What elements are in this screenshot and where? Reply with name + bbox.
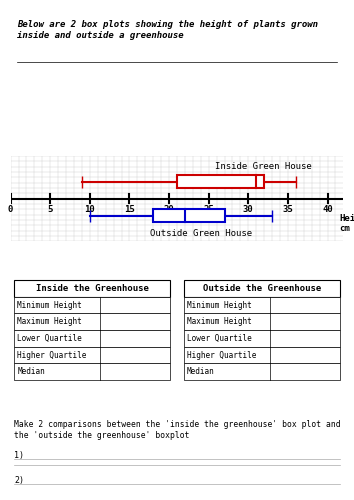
FancyBboxPatch shape xyxy=(14,296,170,314)
Text: Minimum Height: Minimum Height xyxy=(17,300,82,310)
FancyBboxPatch shape xyxy=(184,296,340,314)
FancyBboxPatch shape xyxy=(184,280,340,296)
Text: Higher Quartile: Higher Quartile xyxy=(187,350,256,360)
FancyBboxPatch shape xyxy=(184,347,340,364)
FancyBboxPatch shape xyxy=(14,330,170,347)
FancyBboxPatch shape xyxy=(14,347,170,364)
FancyBboxPatch shape xyxy=(184,364,340,380)
FancyBboxPatch shape xyxy=(14,314,170,330)
Text: Lower Quartile: Lower Quartile xyxy=(187,334,252,343)
Text: Make 2 comparisons between the 'inside the greenhouse' box plot and the 'outside: Make 2 comparisons between the 'inside t… xyxy=(14,420,341,440)
Text: Median: Median xyxy=(17,368,45,376)
Text: 20: 20 xyxy=(164,205,175,214)
Text: Maximum Height: Maximum Height xyxy=(17,317,82,326)
Text: Higher Quartile: Higher Quartile xyxy=(17,350,87,360)
Text: Inside Green House: Inside Green House xyxy=(215,162,312,171)
Text: Inside the Greenhouse: Inside the Greenhouse xyxy=(36,284,149,293)
Text: 30: 30 xyxy=(243,205,254,214)
Text: 2): 2) xyxy=(14,476,24,485)
Text: Minimum Height: Minimum Height xyxy=(187,300,252,310)
Text: 35: 35 xyxy=(282,205,293,214)
FancyBboxPatch shape xyxy=(14,364,170,380)
Text: 25: 25 xyxy=(203,205,214,214)
Text: Median: Median xyxy=(187,368,215,376)
Text: Below are 2 box plots showing the height of plants grown inside and outside a gr: Below are 2 box plots showing the height… xyxy=(17,20,318,40)
Bar xyxy=(153,210,224,222)
Text: Outside Green House: Outside Green House xyxy=(150,228,252,237)
FancyBboxPatch shape xyxy=(184,330,340,347)
Text: Height
cm: Height cm xyxy=(339,214,354,233)
Text: 15: 15 xyxy=(124,205,135,214)
Text: 5: 5 xyxy=(47,205,53,214)
FancyBboxPatch shape xyxy=(184,314,340,330)
Bar xyxy=(177,175,264,188)
Text: Lower Quartile: Lower Quartile xyxy=(17,334,82,343)
Text: Maximum Height: Maximum Height xyxy=(187,317,252,326)
Text: Outside the Greenhouse: Outside the Greenhouse xyxy=(203,284,321,293)
FancyBboxPatch shape xyxy=(14,280,170,296)
Text: 10: 10 xyxy=(85,205,95,214)
Text: 40: 40 xyxy=(322,205,333,214)
Text: 0: 0 xyxy=(8,205,13,214)
Text: 1): 1) xyxy=(14,451,24,460)
